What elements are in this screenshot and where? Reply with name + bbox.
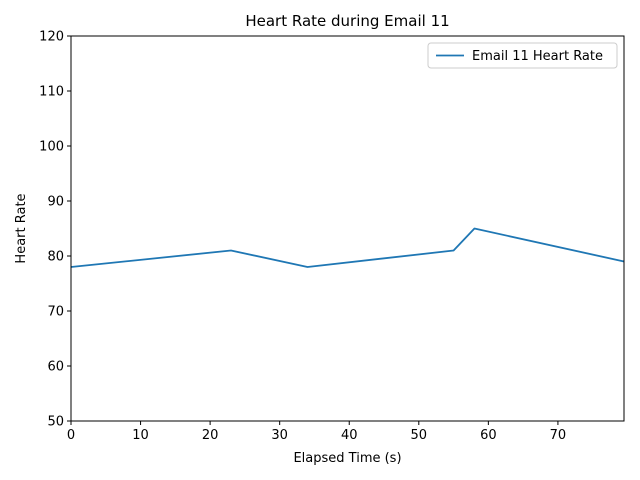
- x-tick-label: 50: [411, 428, 428, 443]
- axes-frame: [70, 35, 625, 422]
- plot-area: [70, 35, 625, 422]
- y-tick-label: 110: [39, 85, 64, 100]
- y-tick-label: 80: [47, 250, 64, 265]
- legend-label: Email 11 Heart Rate: [472, 49, 603, 64]
- x-tick-label: 0: [67, 428, 75, 443]
- y-tick-label: 50: [47, 415, 64, 430]
- series-line-0: [70, 227, 625, 268]
- x-axis-label: Elapsed Time (s): [293, 451, 401, 466]
- y-tick-label: 120: [39, 30, 64, 45]
- x-tick-label: 40: [341, 428, 358, 443]
- x-tick-label: 30: [271, 428, 288, 443]
- y-tick-label: 90: [47, 195, 64, 210]
- y-tick-label: 60: [47, 360, 64, 375]
- y-tick-label: 70: [47, 305, 64, 320]
- legend: Email 11 Heart Rate: [427, 42, 618, 69]
- legend-box: [427, 42, 618, 69]
- axis-ticks: 0 10 20 30 40 50 60 70 50 60 70 80 90 100 110 120: [39, 30, 566, 444]
- chart-title: Heart Rate during Email 11: [245, 12, 449, 30]
- x-tick-label: 60: [480, 428, 497, 443]
- x-tick-label: 20: [202, 428, 219, 443]
- y-axis-label: Heart Rate: [14, 193, 29, 263]
- x-tick-label: 10: [132, 428, 149, 443]
- y-tick-label: 100: [39, 140, 64, 155]
- x-tick-label: 70: [550, 428, 567, 443]
